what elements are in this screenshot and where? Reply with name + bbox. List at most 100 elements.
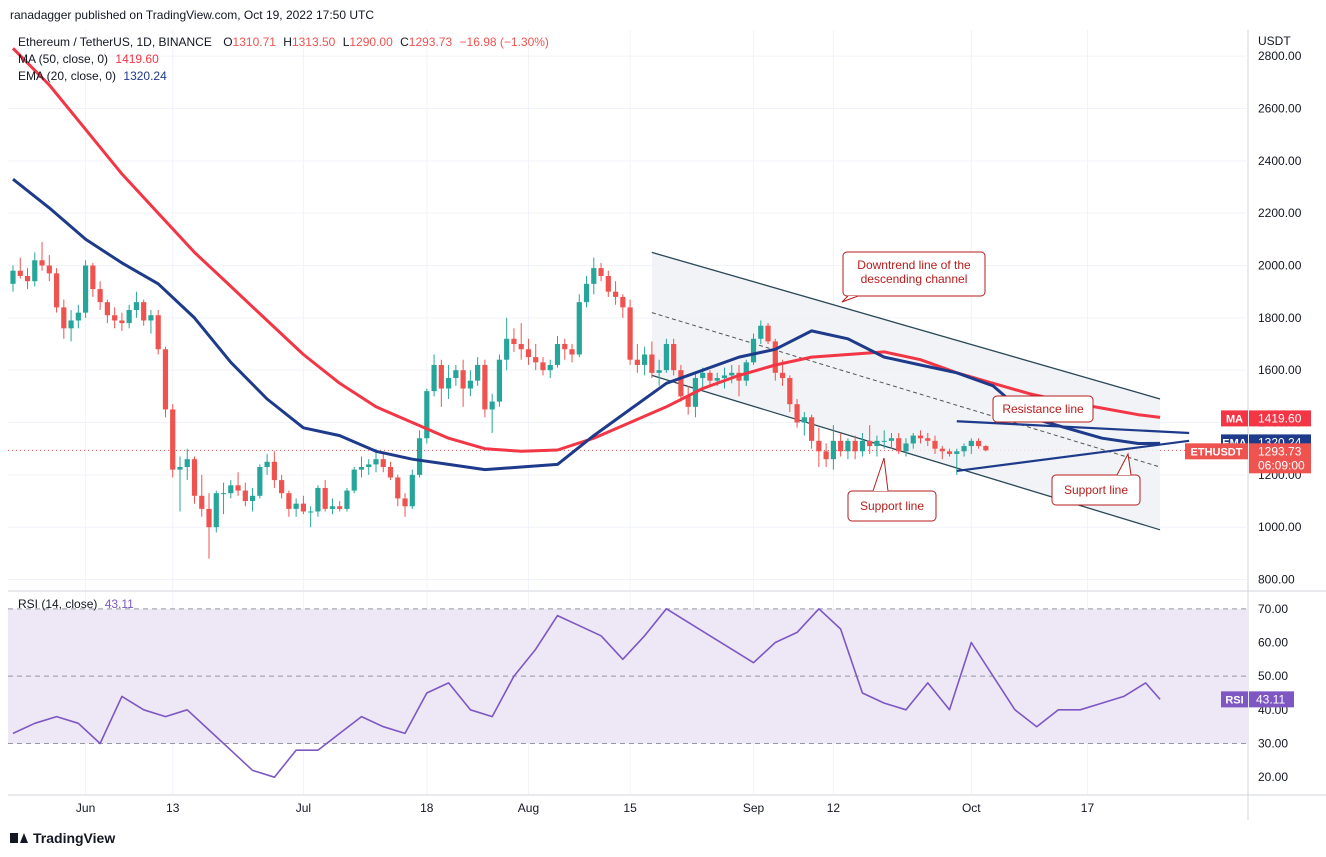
channel-midline bbox=[651, 312, 1161, 468]
candle bbox=[598, 262, 604, 282]
candle bbox=[10, 265, 16, 292]
candle bbox=[380, 453, 386, 473]
candle-body bbox=[104, 302, 110, 316]
candle-body bbox=[17, 270, 23, 276]
candle bbox=[61, 299, 67, 339]
candle bbox=[533, 344, 539, 371]
candle bbox=[946, 448, 953, 457]
candle-body bbox=[170, 409, 176, 470]
candle-body bbox=[838, 440, 844, 452]
candle-body bbox=[917, 435, 924, 439]
candle-body bbox=[772, 341, 778, 373]
candle-body bbox=[721, 375, 728, 379]
candle bbox=[177, 456, 183, 512]
tradingview-logo[interactable]: TradingView bbox=[10, 830, 115, 846]
candle-body bbox=[540, 362, 546, 371]
candle bbox=[852, 435, 858, 460]
candle bbox=[874, 435, 880, 457]
rsi-tag-value: 43.11 bbox=[1256, 692, 1285, 706]
time-axis[interactable]: Jun 13 Jul 18 Aug 15 Sep 12 Oct 17 bbox=[76, 801, 1095, 815]
candle bbox=[300, 495, 306, 515]
candle bbox=[460, 359, 466, 407]
time-tick-label: Jun bbox=[76, 801, 95, 815]
candle bbox=[932, 435, 938, 454]
tradingview-brand: TradingView bbox=[33, 830, 116, 846]
support-line bbox=[956, 439, 1190, 473]
candle bbox=[845, 438, 851, 460]
price-axis[interactable]: 800.001000.001200.001400.001600.001800.0… bbox=[1258, 49, 1302, 586]
candle-body bbox=[504, 338, 510, 360]
candle bbox=[112, 307, 118, 329]
candle-body bbox=[395, 477, 401, 499]
candle bbox=[671, 338, 677, 376]
candle-body bbox=[249, 495, 256, 502]
candle bbox=[809, 414, 815, 449]
candle-body bbox=[279, 480, 285, 494]
candle bbox=[750, 333, 757, 365]
candle-body bbox=[830, 440, 836, 460]
high-label: H bbox=[283, 35, 292, 49]
candle bbox=[859, 432, 866, 457]
candle bbox=[337, 501, 343, 512]
candle-body bbox=[910, 435, 916, 444]
annotation-pointer bbox=[872, 457, 889, 492]
candle bbox=[257, 464, 263, 499]
candle bbox=[634, 344, 640, 373]
candle-body bbox=[112, 315, 118, 321]
candle bbox=[758, 320, 764, 345]
candle bbox=[97, 281, 103, 310]
rsi-tag-value-box bbox=[1249, 691, 1294, 708]
ma-price-tag-name: MA bbox=[1226, 413, 1243, 425]
candle bbox=[663, 338, 669, 373]
candle bbox=[329, 498, 336, 515]
candle bbox=[220, 482, 227, 515]
candle-body bbox=[489, 401, 495, 410]
ema-label: EMA (20, close, 0) bbox=[18, 69, 117, 83]
candle bbox=[351, 467, 357, 494]
candle bbox=[910, 432, 916, 449]
annotation-callout: Resistance line bbox=[992, 395, 1094, 423]
annotations: Downtrend line of the descending channel R… bbox=[841, 251, 1141, 522]
rsi-value: 43.11 bbox=[104, 597, 134, 611]
candle-body bbox=[402, 498, 408, 507]
candle-body bbox=[612, 291, 619, 297]
rsi-legend[interactable]: RSI (14, close) 43.11 bbox=[18, 597, 134, 611]
candle-body bbox=[794, 404, 800, 423]
symbol-legend[interactable]: Ethereum / TetherUS, 1D, BINANCE O1310.7… bbox=[18, 35, 549, 49]
last-price-name-box bbox=[1185, 443, 1248, 460]
candle-body bbox=[68, 320, 74, 329]
candle-body bbox=[387, 467, 394, 478]
candle-body bbox=[162, 349, 169, 410]
ma-legend[interactable]: MA (50, close, 0) 1419.60 bbox=[18, 52, 159, 66]
candle bbox=[446, 364, 452, 399]
annotation-pointer bbox=[1116, 452, 1132, 476]
candle-body bbox=[975, 440, 982, 447]
candle bbox=[583, 275, 590, 308]
candle bbox=[293, 498, 299, 517]
time-tick-label: 13 bbox=[166, 801, 180, 815]
candle-body bbox=[228, 485, 234, 494]
candle-body bbox=[888, 438, 895, 441]
candle bbox=[141, 299, 147, 326]
candle bbox=[801, 412, 807, 436]
candle bbox=[170, 404, 176, 478]
candle-body bbox=[874, 440, 880, 447]
ema-legend[interactable]: EMA (20, close, 0) 1320.24 bbox=[18, 69, 167, 83]
annotation-text: Resistance line bbox=[1002, 402, 1084, 416]
candle-body bbox=[329, 506, 336, 509]
candle-body bbox=[293, 503, 299, 509]
candle bbox=[213, 490, 219, 533]
candle-body bbox=[939, 448, 945, 452]
candle bbox=[540, 357, 546, 376]
candle-body bbox=[707, 372, 713, 381]
annotation-pointer bbox=[841, 295, 859, 303]
tradingview-logo-icon bbox=[10, 833, 28, 843]
candle-body bbox=[533, 357, 539, 363]
candle-body bbox=[141, 302, 147, 321]
candle bbox=[772, 338, 778, 381]
candle-body bbox=[954, 451, 960, 454]
candle-body bbox=[809, 417, 815, 441]
annotation-box bbox=[842, 251, 986, 297]
candle-body bbox=[968, 440, 974, 447]
